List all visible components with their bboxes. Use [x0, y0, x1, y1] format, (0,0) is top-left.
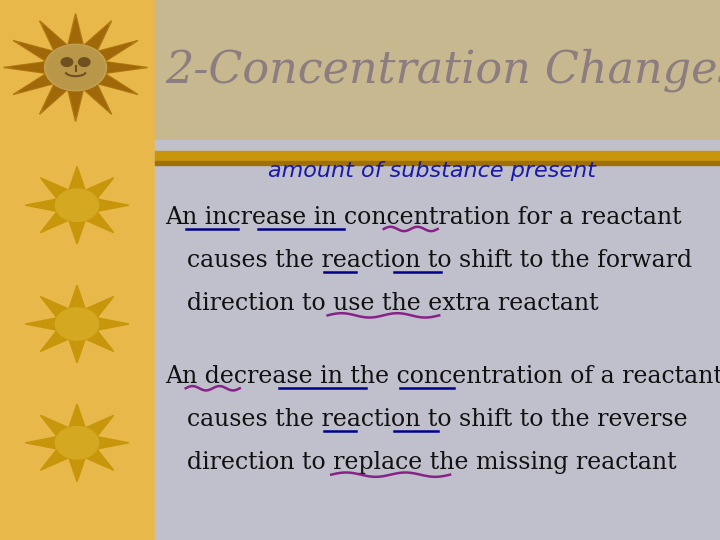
Text: 2-Concentration Changes: 2-Concentration Changes	[166, 49, 720, 92]
Text: direction to use the extra reactant: direction to use the extra reactant	[187, 292, 599, 315]
Bar	[0, 0, 155, 540]
Polygon shape	[25, 166, 129, 244]
Circle shape	[55, 308, 99, 340]
Circle shape	[61, 58, 73, 66]
Circle shape	[78, 58, 90, 66]
Circle shape	[55, 427, 99, 459]
Polygon shape	[4, 14, 148, 122]
Polygon shape	[11, 19, 140, 116]
Bar	[155, 140, 720, 540]
Text: An increase in concentration for a reactant: An increase in concentration for a react…	[166, 206, 683, 228]
Text: causes the reaction to shift to the reverse: causes the reaction to shift to the reve…	[187, 408, 688, 431]
Polygon shape	[25, 404, 129, 482]
Circle shape	[45, 44, 107, 91]
Text: causes the reaction to shift to the forward: causes the reaction to shift to the forw…	[187, 249, 693, 272]
Text: amount of substance present: amount of substance present	[268, 161, 596, 181]
Bar	[155, 161, 720, 165]
Circle shape	[55, 189, 99, 221]
Text: An decrease in the concentration of a reactant: An decrease in the concentration of a re…	[166, 365, 720, 388]
Text: direction to replace the missing reactant: direction to replace the missing reactan…	[187, 451, 677, 474]
Bar	[155, 0, 720, 140]
Circle shape	[47, 46, 104, 89]
Bar	[155, 151, 720, 161]
Polygon shape	[25, 285, 129, 363]
